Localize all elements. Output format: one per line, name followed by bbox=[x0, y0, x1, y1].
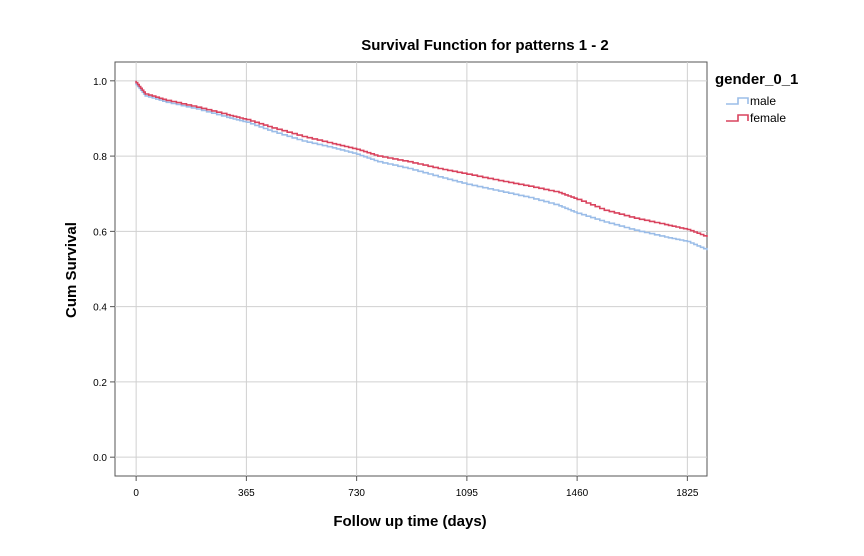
x-tick-label: 1825 bbox=[676, 488, 699, 499]
x-tick-label: 730 bbox=[348, 488, 365, 499]
y-tick-label: 0.0 bbox=[93, 453, 107, 464]
y-axis-ticks: 0.0 0.2 0.4 0.6 0.8 1.0 bbox=[93, 77, 115, 464]
legend-title: gender_0_1 bbox=[715, 71, 798, 88]
series-line-male bbox=[135, 80, 708, 251]
x-axis-label: Follow up time (days) bbox=[333, 513, 486, 530]
legend-label: female bbox=[750, 111, 786, 125]
y-tick-label: 1.0 bbox=[93, 77, 107, 88]
x-tick-label: 0 bbox=[133, 488, 139, 499]
y-tick-label: 0.2 bbox=[93, 378, 107, 389]
legend: gender_0_1 male female bbox=[715, 71, 798, 125]
x-axis-ticks: 0 365 730 1095 1460 1825 bbox=[133, 476, 699, 499]
series-layer bbox=[135, 80, 708, 251]
x-tick-label: 1095 bbox=[456, 488, 479, 499]
legend-items: male female bbox=[726, 94, 786, 125]
plot-area bbox=[114, 61, 708, 477]
x-tick-label: 365 bbox=[238, 488, 255, 499]
plot-frame bbox=[114, 61, 708, 477]
chart-title: Survival Function for patterns 1 - 2 bbox=[361, 37, 609, 54]
legend-label: male bbox=[750, 94, 776, 108]
series-line-female bbox=[135, 80, 708, 237]
legend-swatch bbox=[726, 114, 749, 122]
x-tick-label: 1460 bbox=[566, 488, 589, 499]
legend-swatch bbox=[726, 97, 749, 105]
legend-item-female: female bbox=[726, 111, 786, 125]
y-tick-label: 0.6 bbox=[93, 227, 107, 238]
y-axis-label: Cum Survival bbox=[63, 222, 80, 318]
legend-item-male: male bbox=[726, 94, 776, 108]
y-tick-label: 0.8 bbox=[93, 152, 107, 163]
grid-lines bbox=[115, 62, 707, 476]
y-tick-label: 0.4 bbox=[93, 303, 107, 314]
